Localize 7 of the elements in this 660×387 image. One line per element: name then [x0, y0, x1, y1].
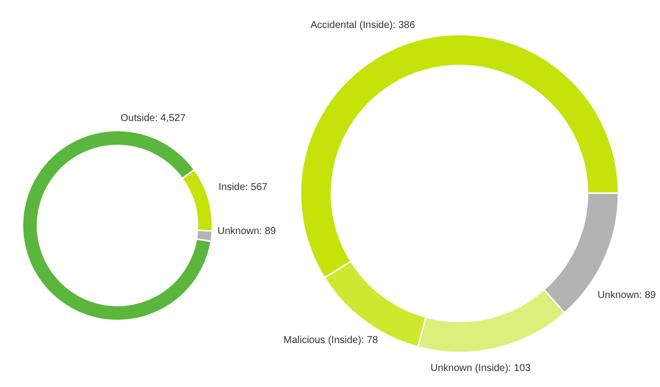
slice-label: Unknown: 89 [598, 290, 656, 301]
slice-label: Unknown: 89 [218, 226, 276, 237]
slice-label: Malicious (Inside): 78 [284, 335, 378, 346]
slice-label: Inside: 567 [218, 182, 268, 193]
slice-label: Unknown (Inside): 103 [430, 363, 531, 374]
slice-label: Outside: 4,527 [120, 113, 186, 124]
slice-label: Accidental (Inside): 386 [310, 20, 416, 31]
